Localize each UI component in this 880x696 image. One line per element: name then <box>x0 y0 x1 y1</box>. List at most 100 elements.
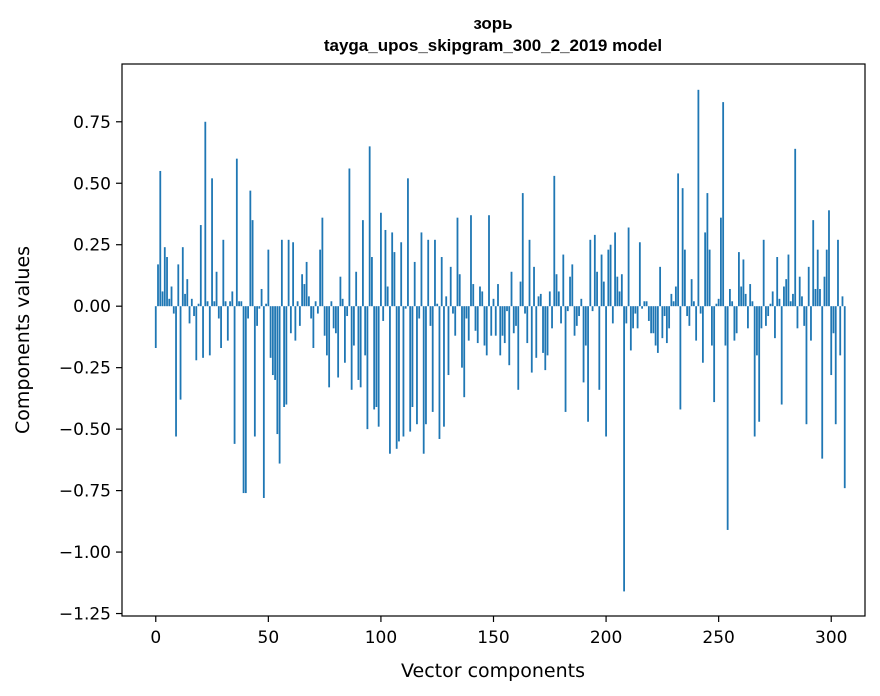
bar-13 <box>184 293 186 307</box>
bar-238 <box>690 279 693 307</box>
bar-255 <box>729 288 731 307</box>
bar-188 <box>578 306 580 317</box>
bar-55 <box>278 306 281 464</box>
bar-122 <box>429 306 432 326</box>
bar-5 <box>166 257 168 307</box>
bar-50 <box>267 249 270 307</box>
bar-199 <box>602 281 605 307</box>
bar-303 <box>837 239 839 307</box>
bar-258 <box>735 306 738 334</box>
bar-281 <box>787 254 790 307</box>
bar-87 <box>350 306 353 390</box>
bar-118 <box>420 232 423 307</box>
bar-193 <box>589 239 592 307</box>
y-axis: 0.75 0.50 0.25 0.00 −0.25 −0.50 −0.75 −1.00 −1.2… <box>59 113 122 625</box>
bar-21 <box>202 306 204 358</box>
bar-298 <box>825 249 828 307</box>
bar-139 <box>467 306 470 341</box>
bar-202 <box>609 244 612 307</box>
bar-257 <box>733 306 736 341</box>
bar-164 <box>524 306 526 314</box>
bar-15 <box>188 306 191 324</box>
bar-280 <box>785 279 788 307</box>
bar-241 <box>697 89 700 307</box>
bar-157 <box>508 306 511 366</box>
bar-287 <box>801 296 803 307</box>
bar-189 <box>580 298 583 307</box>
bar-229 <box>670 293 673 307</box>
bar-123 <box>431 306 434 412</box>
bar-37 <box>238 301 240 307</box>
x-tick-label: 200 <box>590 628 622 648</box>
bar-62 <box>294 306 297 341</box>
bar-221 <box>652 306 655 334</box>
bar-26 <box>213 301 216 307</box>
bar-163 <box>521 193 524 307</box>
bar-150 <box>492 298 495 307</box>
bar-196 <box>596 271 598 307</box>
bar-140 <box>470 215 472 307</box>
bar-165 <box>526 306 529 344</box>
bar-103 <box>386 286 389 307</box>
bar-185 <box>571 264 574 307</box>
bar-170 <box>537 296 540 307</box>
bar-49 <box>265 303 267 307</box>
bar-272 <box>767 306 770 317</box>
bar-279 <box>783 286 785 307</box>
bar-114 <box>411 306 414 407</box>
bar-131 <box>449 266 452 307</box>
bar-259 <box>738 252 740 307</box>
bar-239 <box>692 301 695 307</box>
bar-20 <box>199 225 202 307</box>
bar-43 <box>251 220 254 307</box>
bar-63 <box>296 301 299 307</box>
bar-286 <box>798 276 801 307</box>
bar-91 <box>359 306 362 388</box>
chart-title: зорь <box>473 14 512 33</box>
bar-254 <box>726 306 729 530</box>
bar-94 <box>366 306 369 430</box>
bar-99 <box>377 306 380 427</box>
y-tick-label: 0.75 <box>73 113 111 133</box>
bar-12 <box>181 247 184 307</box>
y-tick-label: −0.25 <box>59 359 111 379</box>
bar-155 <box>503 306 506 344</box>
bar-207 <box>620 274 623 307</box>
bar-11 <box>179 306 182 400</box>
bar-236 <box>686 306 689 317</box>
bar-192 <box>587 306 589 422</box>
bar-177 <box>553 175 556 307</box>
bar-224 <box>659 266 662 307</box>
bar-80 <box>334 306 337 334</box>
bar-8 <box>172 306 175 314</box>
bar-156 <box>506 306 508 312</box>
bar-154 <box>501 306 504 336</box>
bar-200 <box>605 306 607 437</box>
y-tick-label: −1.00 <box>59 543 111 563</box>
bar-46 <box>258 306 261 309</box>
bar-302 <box>834 306 837 425</box>
bar-148 <box>488 215 490 307</box>
bar-44 <box>253 306 256 437</box>
bar-269 <box>760 306 763 329</box>
bar-39 <box>242 306 245 494</box>
bar-112 <box>407 178 409 307</box>
bar-261 <box>742 259 745 307</box>
bar-133 <box>454 306 457 336</box>
bar-232 <box>677 173 680 307</box>
bar-146 <box>483 306 486 346</box>
bar-116 <box>416 306 418 425</box>
bar-153 <box>499 306 502 356</box>
bar-178 <box>555 274 558 307</box>
bar-173 <box>544 306 547 371</box>
bar-265 <box>751 301 754 307</box>
bar-245 <box>706 193 709 307</box>
bar-215 <box>638 242 641 307</box>
bar-89 <box>355 271 358 307</box>
bar-128 <box>443 306 445 427</box>
bar-9 <box>175 306 177 437</box>
bar-135 <box>458 274 461 307</box>
bar-69 <box>310 306 313 319</box>
bar-90 <box>357 306 360 380</box>
bar-214 <box>636 306 639 329</box>
